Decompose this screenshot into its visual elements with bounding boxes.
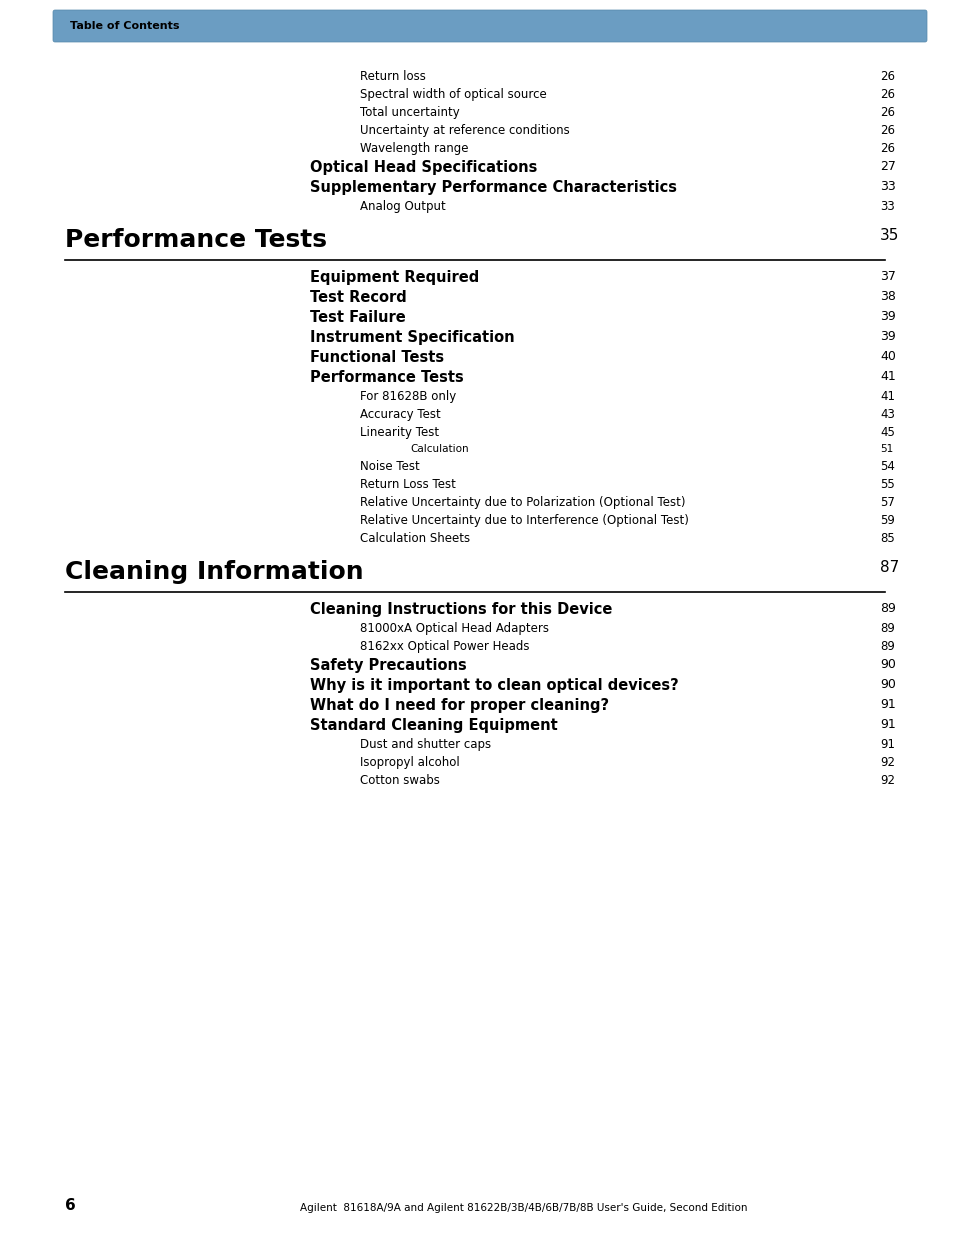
Text: 90: 90	[879, 678, 895, 692]
Text: 26: 26	[879, 70, 894, 83]
Text: Instrument Specification: Instrument Specification	[310, 330, 514, 345]
FancyBboxPatch shape	[53, 10, 926, 42]
Text: 57: 57	[879, 496, 894, 509]
Text: Spectral width of optical source: Spectral width of optical source	[359, 88, 546, 101]
Text: Cleaning Information: Cleaning Information	[65, 559, 363, 584]
Text: Relative Uncertainty due to Polarization (Optional Test): Relative Uncertainty due to Polarization…	[359, 496, 685, 509]
Text: 54: 54	[879, 459, 894, 473]
Text: 39: 39	[879, 330, 895, 343]
Text: 41: 41	[879, 370, 895, 383]
Text: 6: 6	[65, 1198, 75, 1213]
Text: 38: 38	[879, 290, 895, 303]
Text: Table of Contents: Table of Contents	[70, 21, 179, 31]
Text: Isopropyl alcohol: Isopropyl alcohol	[359, 756, 459, 769]
Text: 51: 51	[879, 445, 892, 454]
Text: 89: 89	[879, 622, 894, 635]
Text: 43: 43	[879, 408, 894, 421]
Text: What do I need for proper cleaning?: What do I need for proper cleaning?	[310, 698, 608, 713]
Text: 85: 85	[879, 532, 894, 545]
Text: Cleaning Instructions for this Device: Cleaning Instructions for this Device	[310, 601, 612, 618]
Text: For 81628B only: For 81628B only	[359, 390, 456, 403]
Text: 26: 26	[879, 124, 894, 137]
Text: Equipment Required: Equipment Required	[310, 270, 478, 285]
Text: Functional Tests: Functional Tests	[310, 350, 444, 366]
Text: 8162xx Optical Power Heads: 8162xx Optical Power Heads	[359, 640, 529, 653]
Text: Supplementary Performance Characteristics: Supplementary Performance Characteristic…	[310, 180, 677, 195]
Text: 89: 89	[879, 640, 894, 653]
Text: Why is it important to clean optical devices?: Why is it important to clean optical dev…	[310, 678, 678, 693]
Text: Linearity Test: Linearity Test	[359, 426, 438, 438]
Text: Safety Precautions: Safety Precautions	[310, 658, 466, 673]
Text: 59: 59	[879, 514, 894, 527]
Text: Uncertainty at reference conditions: Uncertainty at reference conditions	[359, 124, 569, 137]
Text: 26: 26	[879, 142, 894, 156]
Text: 91: 91	[879, 698, 895, 711]
Text: Return loss: Return loss	[359, 70, 425, 83]
Text: Wavelength range: Wavelength range	[359, 142, 468, 156]
Text: 91: 91	[879, 718, 895, 731]
Text: Dust and shutter caps: Dust and shutter caps	[359, 739, 491, 751]
Text: Calculation Sheets: Calculation Sheets	[359, 532, 470, 545]
Text: Noise Test: Noise Test	[359, 459, 419, 473]
Text: Performance Tests: Performance Tests	[310, 370, 463, 385]
Text: 90: 90	[879, 658, 895, 671]
Text: 92: 92	[879, 774, 894, 787]
Text: Optical Head Specifications: Optical Head Specifications	[310, 161, 537, 175]
Text: 33: 33	[879, 200, 894, 212]
Text: 91: 91	[879, 739, 894, 751]
Text: 87: 87	[879, 559, 899, 576]
Text: Agilent  81618A/9A and Agilent 81622B/3B/4B/6B/7B/8B User's Guide, Second Editio: Agilent 81618A/9A and Agilent 81622B/3B/…	[299, 1203, 747, 1213]
Text: Relative Uncertainty due to Interference (Optional Test): Relative Uncertainty due to Interference…	[359, 514, 688, 527]
Text: 33: 33	[879, 180, 895, 193]
Text: 41: 41	[879, 390, 894, 403]
Text: Calculation: Calculation	[410, 445, 468, 454]
Text: Standard Cleaning Equipment: Standard Cleaning Equipment	[310, 718, 558, 734]
Text: Accuracy Test: Accuracy Test	[359, 408, 440, 421]
Text: 45: 45	[879, 426, 894, 438]
Text: 26: 26	[879, 88, 894, 101]
Text: 92: 92	[879, 756, 894, 769]
Text: 55: 55	[879, 478, 894, 492]
Text: Test Failure: Test Failure	[310, 310, 405, 325]
Text: Cotton swabs: Cotton swabs	[359, 774, 439, 787]
Text: Test Record: Test Record	[310, 290, 406, 305]
Text: Analog Output: Analog Output	[359, 200, 445, 212]
Text: Total uncertainty: Total uncertainty	[359, 106, 459, 119]
Text: 26: 26	[879, 106, 894, 119]
Text: 37: 37	[879, 270, 895, 283]
Text: 39: 39	[879, 310, 895, 324]
Text: Return Loss Test: Return Loss Test	[359, 478, 456, 492]
Text: Performance Tests: Performance Tests	[65, 228, 327, 252]
Text: 27: 27	[879, 161, 895, 173]
Text: 35: 35	[879, 228, 899, 243]
Text: 81000xA Optical Head Adapters: 81000xA Optical Head Adapters	[359, 622, 548, 635]
Text: 40: 40	[879, 350, 895, 363]
Text: 89: 89	[879, 601, 895, 615]
